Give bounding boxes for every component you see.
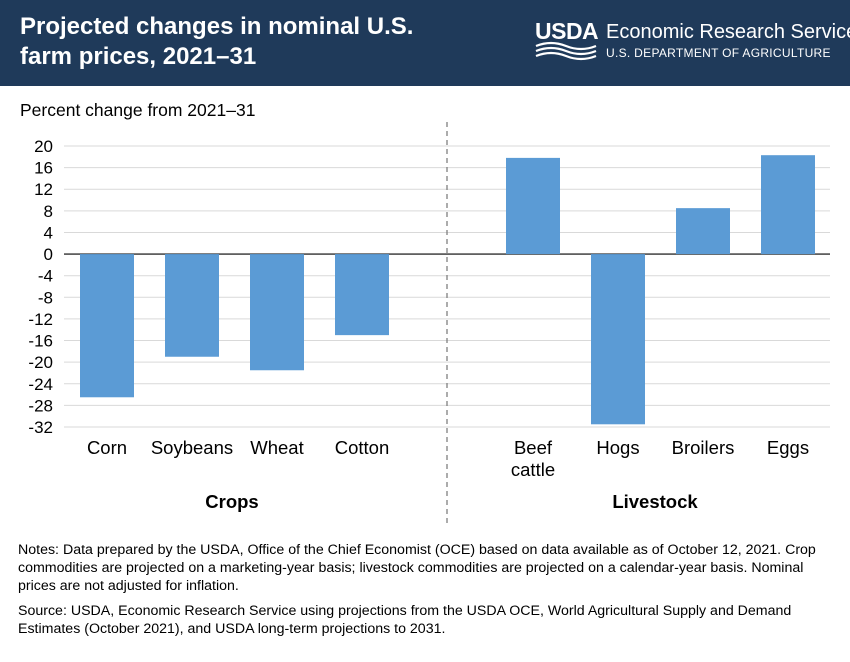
y-tick-label: 12 bbox=[34, 180, 53, 199]
y-axis-label: Percent change from 2021–31 bbox=[20, 100, 256, 120]
y-tick-label: 4 bbox=[44, 223, 53, 242]
category-label: Broilers bbox=[672, 437, 735, 458]
bar bbox=[250, 254, 304, 371]
bar bbox=[80, 254, 134, 398]
usda-ers-logo: USDA Economic Research Service U.S. DEPA… bbox=[535, 18, 850, 70]
bar bbox=[165, 254, 219, 357]
source-text: Source: USDA, Economic Research Service … bbox=[18, 603, 792, 637]
group-label: Livestock bbox=[612, 491, 698, 512]
y-tick-label: 0 bbox=[44, 245, 53, 264]
bar bbox=[335, 254, 389, 336]
bar-chart: 20 16 12 8 4 0 -4 -8 -12 -16 -20 -24 -28 -32 Corn Soybe… bbox=[28, 122, 830, 525]
usda-logo-icon: USDA bbox=[535, 18, 599, 64]
bar bbox=[676, 208, 730, 255]
notes-section: Notes: Data prepared by the USDA, Office… bbox=[18, 541, 833, 645]
category-label: Hogs bbox=[596, 437, 639, 458]
y-tick-label: -28 bbox=[28, 396, 53, 415]
y-tick-label: -12 bbox=[28, 310, 53, 329]
category-label: Wheat bbox=[250, 437, 303, 458]
agency-name: Economic Research Service bbox=[606, 21, 850, 43]
header-banner: Projected changes in nominal U.S. farm p… bbox=[0, 0, 850, 86]
y-tick-label: -16 bbox=[28, 332, 53, 351]
category-label: Eggs bbox=[767, 437, 809, 458]
y-tick-label: 8 bbox=[44, 202, 53, 221]
bar bbox=[761, 155, 815, 255]
category-label: Soybeans bbox=[151, 437, 233, 458]
y-tick-label: 16 bbox=[34, 159, 53, 178]
bar bbox=[591, 254, 645, 425]
department-name: U.S. DEPARTMENT OF AGRICULTURE bbox=[606, 46, 831, 60]
bar bbox=[506, 157, 560, 255]
category-label: Corn bbox=[87, 437, 127, 458]
y-tick-label: -4 bbox=[38, 267, 53, 286]
category-label: Beef bbox=[514, 437, 553, 458]
notes-text: Notes: Data prepared by the USDA, Office… bbox=[18, 542, 816, 594]
group-label: Crops bbox=[205, 491, 258, 512]
category-label: cattle bbox=[511, 459, 555, 480]
y-tick-label: -32 bbox=[28, 418, 53, 437]
y-tick-label: -20 bbox=[28, 353, 53, 372]
y-tick-label: -24 bbox=[28, 375, 53, 394]
y-tick-label: 20 bbox=[34, 137, 53, 156]
category-label: Cotton bbox=[335, 437, 390, 458]
y-tick-label: -8 bbox=[38, 288, 53, 307]
chart-title: Projected changes in nominal U.S. farm p… bbox=[20, 13, 414, 70]
